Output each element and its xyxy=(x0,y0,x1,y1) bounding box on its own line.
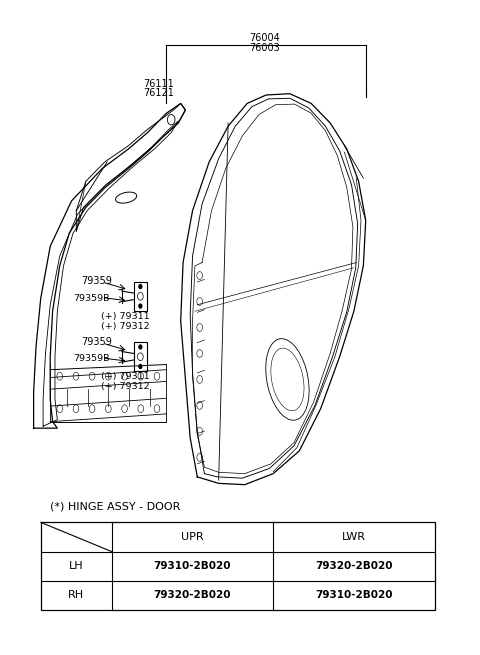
Text: 79359: 79359 xyxy=(81,276,112,286)
Text: 76004: 76004 xyxy=(250,33,280,43)
Circle shape xyxy=(139,285,142,289)
Text: 79320-2B020: 79320-2B020 xyxy=(315,561,393,571)
Text: 79310-2B020: 79310-2B020 xyxy=(315,590,393,601)
Text: 79320-2B020: 79320-2B020 xyxy=(154,590,231,601)
Text: LH: LH xyxy=(69,561,84,571)
Text: RH: RH xyxy=(68,590,84,601)
Circle shape xyxy=(139,304,142,308)
Text: 79359: 79359 xyxy=(81,337,112,346)
Text: 79359B: 79359B xyxy=(73,354,109,363)
Text: 79310-2B020: 79310-2B020 xyxy=(154,561,231,571)
Text: UPR: UPR xyxy=(181,532,204,542)
Circle shape xyxy=(139,365,142,368)
Text: 76111: 76111 xyxy=(143,79,173,89)
Text: (+) 79312: (+) 79312 xyxy=(101,382,150,391)
Text: (*) HINGE ASSY - DOOR: (*) HINGE ASSY - DOOR xyxy=(50,501,180,511)
Circle shape xyxy=(139,345,142,349)
Text: 79359B: 79359B xyxy=(73,294,109,303)
Text: (+) 79311: (+) 79311 xyxy=(101,312,150,321)
Bar xyxy=(41,522,434,610)
Text: (+) 79312: (+) 79312 xyxy=(101,322,150,331)
Text: (+) 79311: (+) 79311 xyxy=(101,372,150,381)
Text: LWR: LWR xyxy=(342,532,366,542)
Text: 76003: 76003 xyxy=(250,43,280,52)
Text: 76121: 76121 xyxy=(143,88,174,98)
